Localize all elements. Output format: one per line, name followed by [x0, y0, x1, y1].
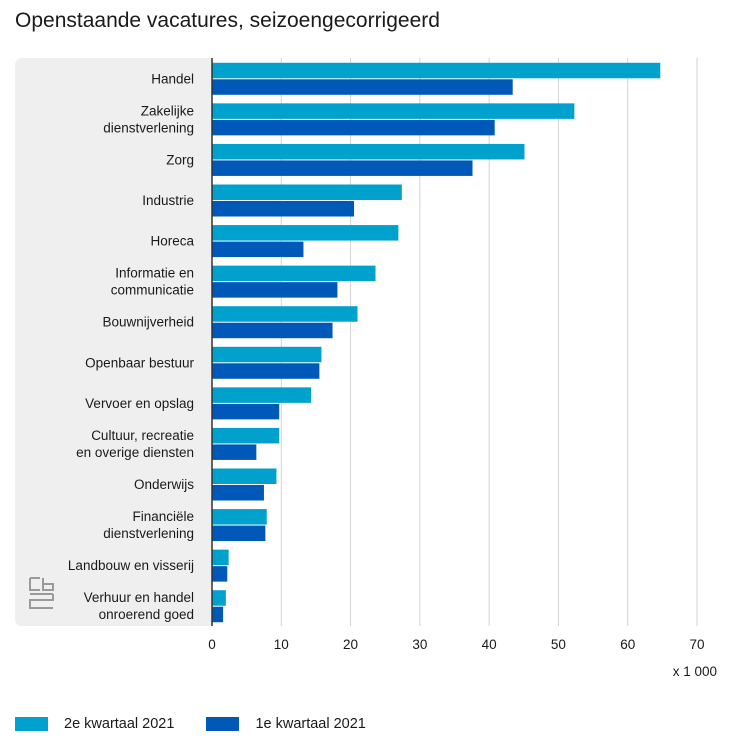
bar-q2-5	[212, 265, 376, 282]
legend-label-q1: 1e kwartaal 2021	[255, 716, 366, 732]
x-tick-label-40: 40	[482, 637, 497, 652]
bar-q1-12	[212, 566, 228, 582]
category-label-9-line-1: en overige diensten	[76, 445, 194, 460]
category-label-8: Vervoer en opslag	[85, 396, 194, 411]
legend-item-q2-2021: 2e kwartaal 2021	[15, 716, 174, 732]
x-axis-ticks: 0 10 20 30 40 50 60 70	[208, 637, 704, 652]
bar-q2-7	[212, 346, 322, 363]
bar-q1-0	[212, 79, 513, 95]
legend-item-q1-2021: 1e kwartaal 2021	[206, 716, 366, 732]
bar-q1-3	[212, 201, 355, 217]
x-tick-label-20: 20	[343, 637, 358, 652]
category-label-0: Handel	[151, 71, 194, 86]
category-label-11-line-0: Financiële	[132, 509, 194, 524]
bar-q2-4	[212, 225, 399, 241]
bar-q1-13	[212, 606, 224, 623]
bar-q1-7	[212, 363, 320, 379]
bar-q2-2	[212, 143, 525, 160]
legend-swatch-q1	[206, 717, 240, 731]
bar-q2-13	[212, 590, 226, 606]
bar-q1-5	[212, 282, 338, 298]
bar-q1-9	[212, 444, 257, 460]
legend: 2e kwartaal 2021 1e kwartaal 2021	[15, 712, 398, 736]
bar-q2-1	[212, 103, 575, 119]
category-label-9-line-0: Cultuur, recreatie	[91, 428, 194, 443]
chart-title: Openstaande vacatures, seizoengecorrigee…	[15, 9, 440, 32]
bar-q2-0	[212, 62, 661, 79]
category-label-10: Onderwijs	[134, 477, 194, 492]
category-label-5-line-1: communicatie	[111, 283, 194, 298]
x-tick-label-30: 30	[412, 637, 427, 652]
bar-q1-11	[212, 525, 266, 542]
bar-q1-10	[212, 485, 264, 501]
bar-q2-6	[212, 306, 358, 322]
category-labels: Handel Zakelijke dienstverlening Zorg Indust…	[68, 71, 195, 622]
bar-q2-9	[212, 427, 280, 444]
gridlines	[280, 58, 698, 626]
category-label-7: Openbaar bestuur	[85, 355, 194, 370]
category-label-13-line-1: onroerend goed	[99, 607, 194, 622]
x-axis-unit: x 1 000	[673, 664, 717, 679]
bar-q1-4	[212, 241, 304, 258]
category-label-12: Landbouw en visserij	[68, 558, 194, 573]
category-label-1-line-1: dienstverlening	[103, 120, 194, 135]
category-label-5-line-0: Informatie en	[115, 266, 194, 281]
bar-chart: Handel Zakelijke dienstverlening Zorg Indust…	[68, 58, 717, 679]
category-label-4: Horeca	[150, 234, 194, 249]
category-label-11-line-1: dienstverlening	[103, 526, 194, 541]
legend-swatch-q2	[15, 717, 48, 731]
x-tick-label-60: 60	[620, 637, 635, 652]
bar-q1-8	[212, 403, 280, 420]
category-label-13-line-0: Verhuur en handel	[84, 590, 194, 605]
bar-q2-3	[212, 184, 402, 200]
category-label-3: Industrie	[142, 193, 194, 208]
x-tick-label-0: 0	[208, 637, 216, 652]
bar-q2-10	[212, 468, 277, 484]
bar-q1-1	[212, 119, 495, 136]
bar-q1-6	[212, 322, 333, 339]
bar-q2-8	[212, 387, 312, 403]
category-label-1-line-0: Zakelijke	[141, 103, 194, 118]
x-tick-label-50: 50	[551, 637, 566, 652]
cbs-logo-icon	[29, 577, 54, 609]
x-tick-label-10: 10	[274, 637, 289, 652]
category-label-6: Bouwnijverheid	[102, 315, 194, 330]
bar-q2-11	[212, 509, 267, 525]
x-tick-label-70: 70	[689, 637, 704, 652]
legend-label-q2: 2e kwartaal 2021	[64, 716, 175, 732]
bars	[212, 62, 661, 623]
category-label-2: Zorg	[166, 152, 194, 167]
bar-q1-2	[212, 160, 473, 176]
bar-q2-12	[212, 549, 229, 566]
category-label-panel	[15, 58, 212, 626]
